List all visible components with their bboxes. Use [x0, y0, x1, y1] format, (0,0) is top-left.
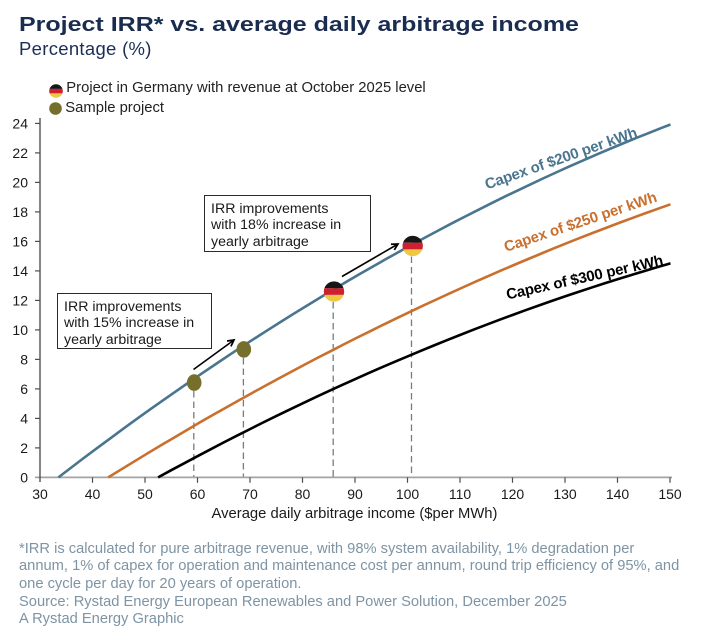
svg-text:50: 50: [137, 486, 153, 502]
svg-text:Capex of $250 per kWh: Capex of $250 per kWh: [502, 189, 659, 256]
svg-text:10: 10: [12, 322, 28, 338]
svg-text:20: 20: [12, 174, 28, 190]
svg-text:18: 18: [12, 204, 28, 220]
svg-text:8: 8: [20, 351, 28, 367]
svg-text:16: 16: [12, 233, 28, 249]
svg-text:4: 4: [20, 410, 28, 426]
svg-text:30: 30: [32, 486, 48, 502]
svg-text:12: 12: [12, 292, 28, 308]
svg-text:120: 120: [501, 486, 525, 502]
svg-text:140: 140: [606, 486, 630, 502]
svg-text:150: 150: [658, 486, 682, 502]
svg-text:22: 22: [12, 145, 28, 161]
svg-text:100: 100: [396, 486, 420, 502]
svg-text:2: 2: [20, 440, 28, 456]
svg-text:0: 0: [20, 469, 28, 485]
svg-text:40: 40: [85, 486, 101, 502]
svg-text:110: 110: [449, 486, 472, 502]
svg-text:Capex of $200 per kWh: Capex of $200 per kWh: [483, 124, 640, 193]
svg-text:130: 130: [553, 486, 577, 502]
svg-text:24: 24: [12, 115, 28, 131]
svg-text:6: 6: [20, 381, 28, 397]
svg-text:70: 70: [242, 486, 258, 502]
svg-text:14: 14: [12, 263, 28, 279]
svg-text:60: 60: [190, 486, 206, 502]
svg-text:80: 80: [295, 486, 311, 502]
svg-text:90: 90: [347, 486, 363, 502]
